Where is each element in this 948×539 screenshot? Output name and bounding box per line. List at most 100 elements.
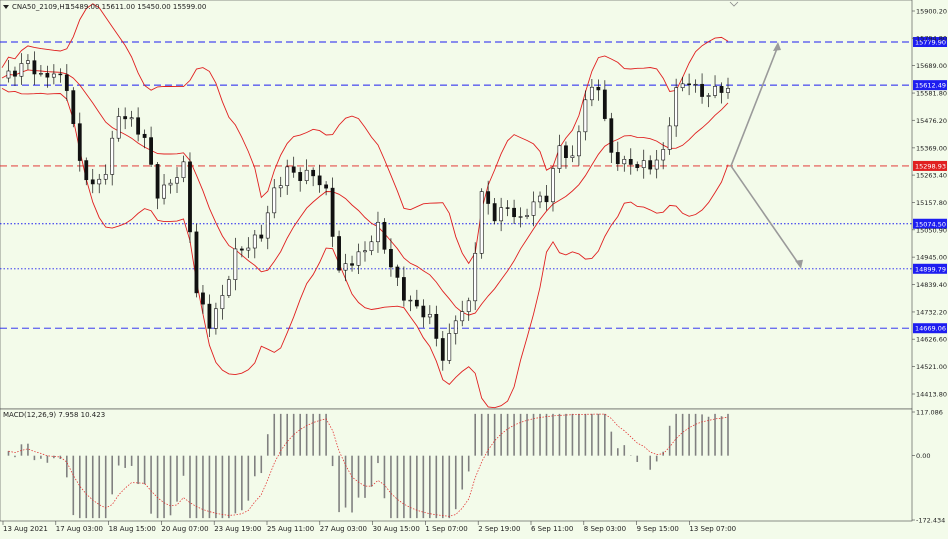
candle-body — [440, 338, 445, 361]
candle-body — [103, 174, 108, 180]
candle-body — [311, 169, 316, 177]
candle-body — [687, 83, 692, 86]
candle-body — [110, 137, 115, 175]
candle-body — [26, 60, 30, 64]
candle-body — [726, 88, 730, 93]
candle-body — [596, 86, 601, 91]
candle-body — [356, 251, 361, 266]
candle-body — [19, 63, 24, 77]
candle-body — [427, 313, 432, 318]
candle-body — [401, 277, 406, 301]
candle-body — [278, 185, 283, 189]
level-tag — [913, 218, 947, 229]
candle-body — [654, 159, 659, 170]
candle-body — [395, 266, 400, 278]
time-tick-label: 1 Sep 07:00 — [425, 525, 467, 533]
candle-body — [330, 187, 335, 237]
time-tick-label: 6 Sep 11:00 — [531, 525, 573, 533]
candle-body — [615, 152, 620, 165]
scroll-marker-icon[interactable] — [729, 1, 739, 7]
price-tick-label: 14839.40 — [916, 281, 947, 289]
level-tag — [913, 160, 947, 171]
candle-body — [434, 313, 439, 339]
candle-body — [512, 207, 516, 218]
candle-body — [479, 191, 484, 254]
candle-body — [298, 172, 303, 181]
price-tick-label: 15794.80 — [916, 35, 947, 43]
candle-body — [622, 159, 627, 165]
time-tick-label: 23 Aug 19:00 — [214, 525, 261, 533]
candle-body — [551, 168, 555, 203]
time-tick-label: 9 Sep 15:00 — [637, 525, 679, 533]
candle-body — [272, 187, 277, 214]
candle-body — [680, 83, 685, 89]
candle-body — [337, 236, 341, 271]
candle-body — [324, 184, 329, 189]
level-tag-label: 15074.50 — [915, 220, 946, 228]
forecast-up-arrowhead — [773, 41, 781, 51]
candle-body — [706, 95, 711, 97]
candle-body — [667, 125, 672, 150]
candle-body — [84, 160, 89, 181]
candle-body — [201, 292, 205, 305]
candle-body — [214, 308, 218, 329]
candle-body — [64, 74, 69, 91]
candle-body — [661, 149, 666, 161]
price-tick-label: 14732.20 — [916, 308, 947, 316]
dropdown-triangle-icon[interactable] — [3, 5, 9, 9]
candle-body — [414, 299, 419, 307]
candle-body — [453, 320, 458, 334]
price-tick-label: 14521.00 — [916, 363, 947, 371]
macd-header: MACD(12,26,9) 7.958 10.423 — [3, 411, 105, 419]
level-tag — [913, 80, 947, 91]
candle-body — [246, 247, 251, 251]
candle-body — [252, 234, 257, 249]
candle-body — [544, 195, 549, 203]
candle-body — [13, 70, 17, 77]
candle-body — [635, 164, 640, 168]
candle-body — [505, 207, 510, 209]
candle-body — [285, 166, 290, 186]
level-tag-label: 15612.49 — [915, 82, 946, 90]
candle-body — [408, 299, 413, 302]
candle-body — [194, 231, 199, 294]
level-tag-label: 14899.79 — [915, 265, 946, 273]
price-tick-label: 15476.20 — [916, 117, 947, 125]
price-tick-label: 15689.00 — [916, 62, 947, 70]
candle-body — [226, 279, 231, 296]
candle-body — [538, 195, 542, 203]
forecast-down-arrow — [730, 165, 801, 267]
candle-body — [142, 133, 147, 138]
level-tag — [913, 323, 947, 334]
candle-body — [220, 295, 225, 310]
candle-body — [90, 179, 95, 185]
price-tick-label: 14626.60 — [916, 336, 947, 344]
candle-body — [447, 333, 452, 361]
candle-body — [51, 73, 56, 78]
candle-body — [155, 164, 160, 199]
candle-body — [531, 201, 536, 216]
candle-body — [577, 131, 581, 157]
price-tick-label: 15581.80 — [916, 90, 947, 98]
candle-body — [382, 221, 387, 250]
candle-body — [123, 116, 128, 120]
candle-body — [466, 300, 471, 312]
candle-body — [291, 166, 296, 173]
level-tag — [913, 263, 947, 274]
level-tag — [913, 36, 947, 47]
candle-body — [389, 249, 393, 268]
candle-body — [564, 145, 568, 158]
candle-body — [473, 253, 478, 302]
candle-body — [97, 178, 102, 185]
candle-body — [525, 215, 529, 217]
candle-body — [350, 263, 354, 266]
candle-body — [570, 155, 575, 158]
time-tick-label: 27 Aug 03:00 — [320, 525, 367, 533]
time-tick-label: 13 Sep 07:00 — [689, 525, 736, 533]
candle-body — [583, 99, 588, 133]
candle-body — [602, 89, 607, 119]
price-tick-label: 15263.40 — [916, 172, 947, 180]
bollinger-upper-band — [1, 3, 729, 265]
price-tick-label: 14413.80 — [916, 391, 947, 399]
